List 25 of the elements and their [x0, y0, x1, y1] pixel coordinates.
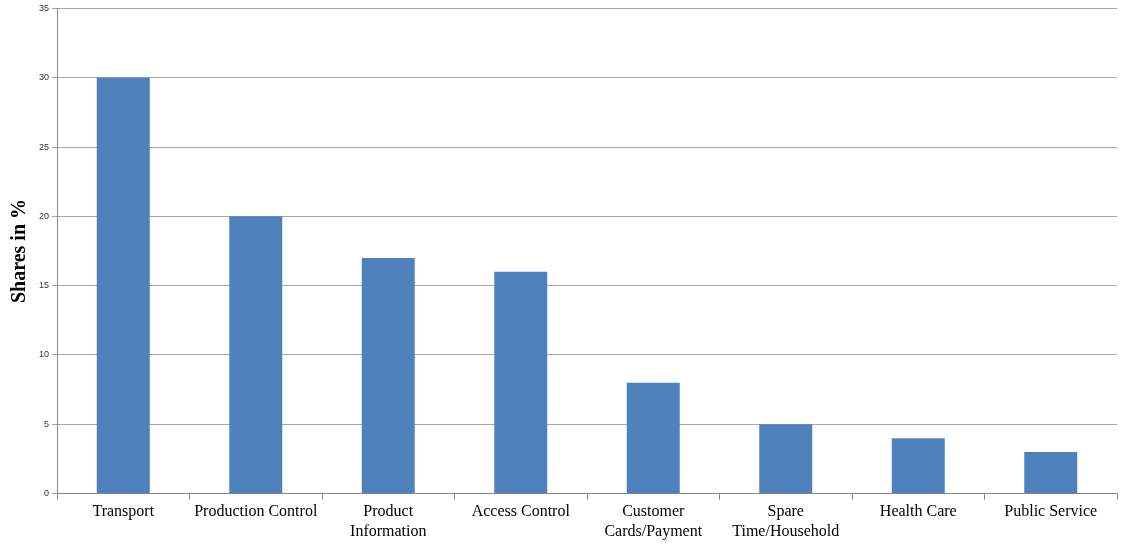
y-tick-label: 15 [39, 280, 50, 291]
bar [891, 438, 945, 494]
y-tick-label: 20 [39, 210, 50, 221]
bar [626, 382, 680, 494]
y-tick-label: 30 [39, 72, 50, 83]
x-tick-label: Access Control [471, 502, 571, 520]
y-tick-label: 25 [39, 141, 50, 152]
y-axis-title: Shares in % [7, 198, 30, 304]
y-tick-label: 35 [39, 2, 50, 13]
y-tick-label: 5 [44, 418, 50, 429]
x-tick-label: Health Care [879, 502, 957, 520]
bar [229, 216, 283, 494]
x-tick-label: Public Service [1004, 502, 1098, 520]
x-tick-label: Spare Time/Household [732, 502, 840, 539]
x-tick-label: Customer Cards/Payment [604, 502, 703, 540]
x-tick-label: Production Control [194, 502, 318, 520]
y-tick-label: 10 [39, 349, 50, 360]
bar [361, 257, 415, 494]
x-tick-label: Transport [92, 502, 155, 521]
bar [1024, 452, 1078, 494]
bar [494, 271, 548, 494]
y-tick-label: 0 [44, 488, 50, 499]
bar [96, 77, 150, 494]
x-tick-label: Product Information [350, 502, 427, 539]
bar [759, 424, 813, 494]
